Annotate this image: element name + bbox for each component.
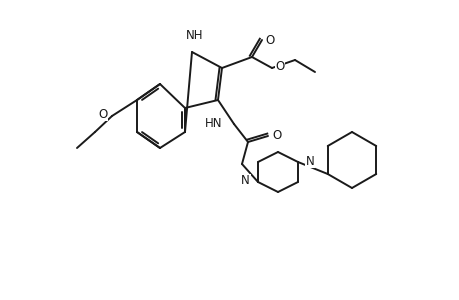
Text: N: N <box>241 175 249 188</box>
Text: NH: NH <box>186 29 203 42</box>
Text: N: N <box>305 154 314 167</box>
Text: O: O <box>272 128 281 142</box>
Text: HN: HN <box>204 116 222 130</box>
Text: O: O <box>98 107 107 121</box>
Text: O: O <box>275 59 284 73</box>
Text: O: O <box>265 34 274 46</box>
